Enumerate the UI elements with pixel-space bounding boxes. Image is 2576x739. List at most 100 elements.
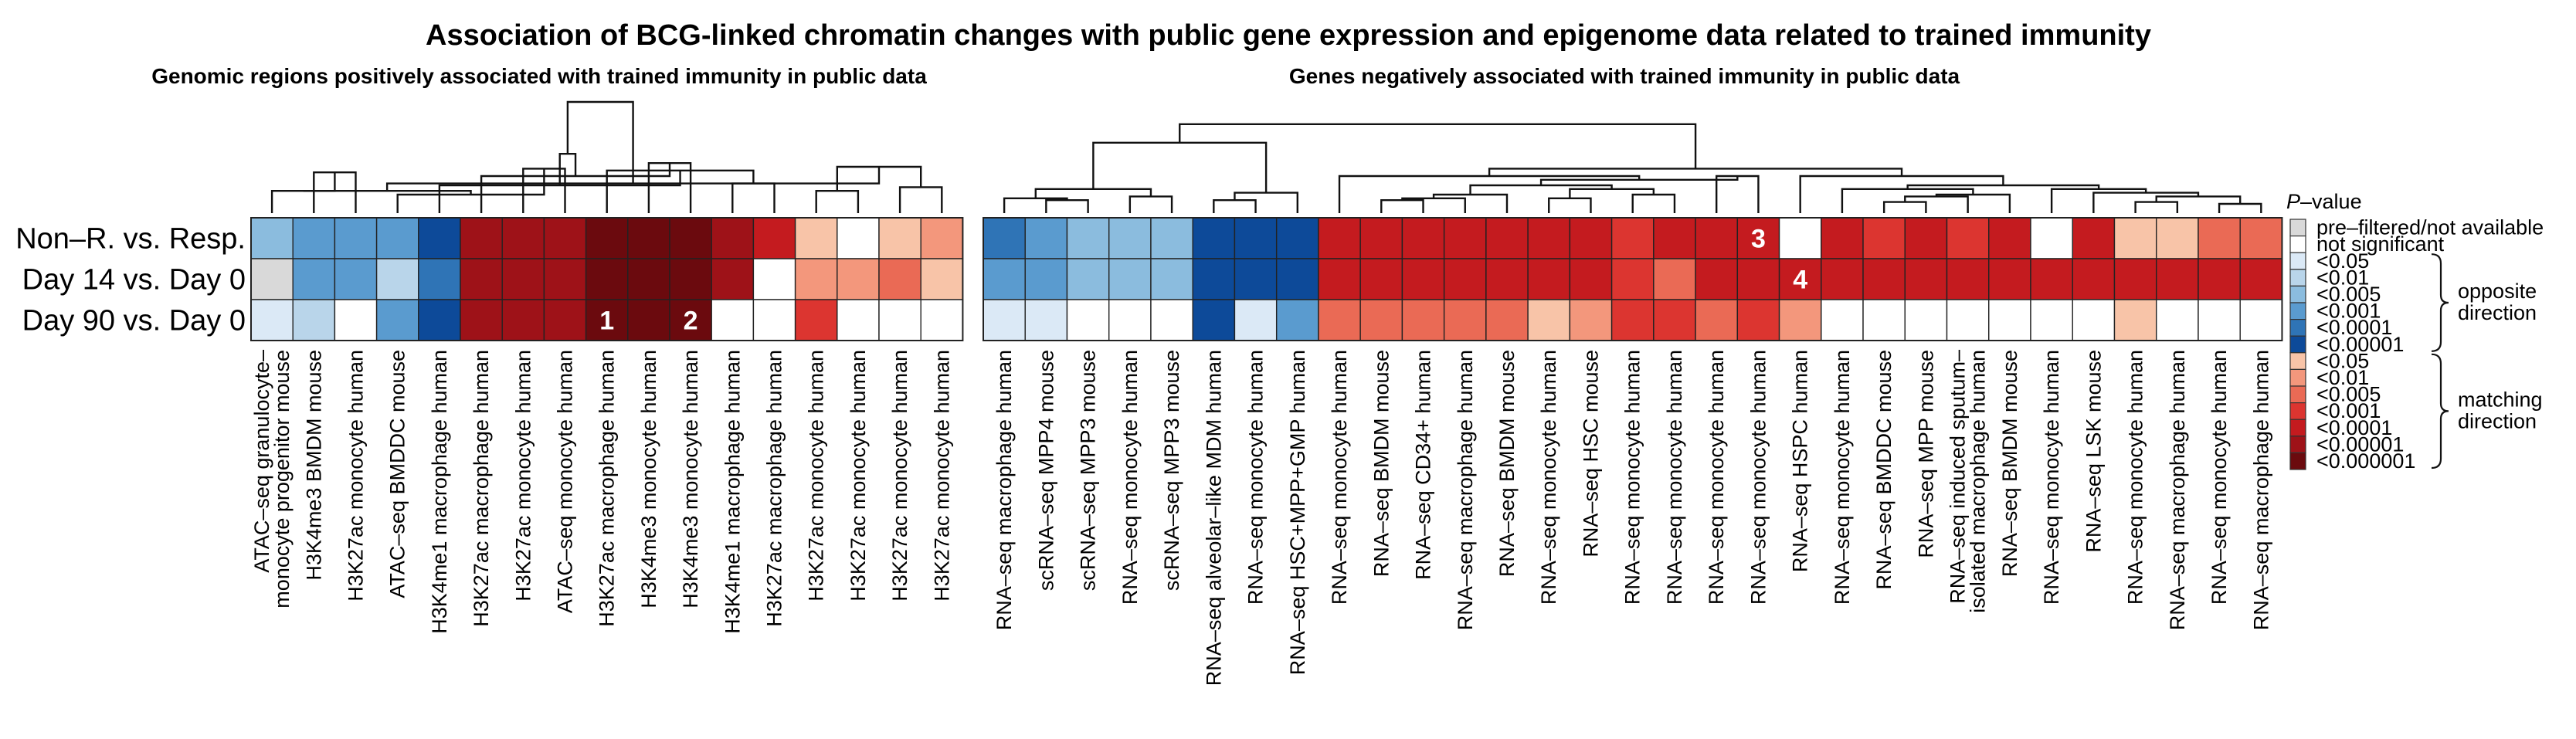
column-label-line: H3K4me3 BMDM mouse xyxy=(302,350,325,581)
heatmap-cell xyxy=(543,258,587,300)
row-label: Non–R. vs. Resp. xyxy=(15,223,246,256)
heatmap-cell xyxy=(501,299,545,341)
dendrogram-branch xyxy=(1234,192,1298,213)
heatmap-cell xyxy=(1695,299,1739,341)
heatmap-cell xyxy=(794,299,838,341)
dendrogram-branch xyxy=(1380,199,1424,213)
column-label-line: RNA–seq HSC mouse xyxy=(1579,350,1602,558)
column-label-line: RNA–seq monocyte human xyxy=(1705,350,1728,605)
column-label-line: RNA–seq macrophage human xyxy=(2249,350,2272,630)
heatmap-panel-1: Genomic regions positively associated wi… xyxy=(151,64,964,634)
legend-swatch xyxy=(2289,402,2306,420)
heatmap-cell xyxy=(1653,299,1696,341)
column-label: scRNA–seq MPP3 mouse xyxy=(1077,350,1100,591)
heatmap-cell xyxy=(1275,258,1319,300)
heatmap-cell xyxy=(1234,299,1278,341)
column-label: RNA–seq BMDM mouse xyxy=(1495,350,1519,577)
legend-swatch xyxy=(2289,419,2306,437)
heatmap-cell xyxy=(2113,258,2157,300)
heatmap-cell xyxy=(460,217,503,259)
heatmap-cell xyxy=(920,299,964,341)
dendrogram-branch xyxy=(815,190,860,213)
column-label-line: H3K27ac monocyte human xyxy=(888,350,911,602)
column-label: RNA–seq MPP mouse xyxy=(1914,350,1937,558)
heatmap-cell xyxy=(1485,217,1529,259)
column-label: RNA–seq induced sputum–isolated macropha… xyxy=(1946,350,1990,613)
dendrogram xyxy=(1003,123,2262,213)
column-label: RNA–seq macrophage human xyxy=(2166,350,2189,630)
column-label: H3K27ac monocyte human xyxy=(344,350,368,602)
column-label: RNA–seq HSC mouse xyxy=(1579,350,1602,558)
column-label: RNA–seq monocyte human xyxy=(1118,350,1142,605)
heatmap-cell xyxy=(794,258,838,300)
heatmap-cell xyxy=(1275,299,1319,341)
heatmap-cell xyxy=(1359,258,1403,300)
heatmap-cell xyxy=(1485,258,1529,300)
column-label-line: H3K4me3 monocyte human xyxy=(637,350,660,608)
heatmap-cell xyxy=(1904,217,1948,259)
column-label-line: RNA–seq alveolar–like MDM human xyxy=(1202,350,1225,686)
heatmap-cell xyxy=(1150,258,1193,300)
column-label: H3K4me1 macrophage human xyxy=(721,350,744,634)
heatmap-cell xyxy=(501,217,545,259)
column-label: H3K27ac monocyte human xyxy=(805,350,828,602)
column-label-line: H3K27ac monocyte human xyxy=(344,350,368,602)
heatmap-cell xyxy=(2030,258,2073,300)
column-label: H3K4me3 BMDM mouse xyxy=(302,350,325,581)
heatmap-cell xyxy=(2239,217,2283,259)
column-label: RNA–seq monocyte human xyxy=(1244,350,1268,605)
column-label: RNA–seq macrophage human xyxy=(1454,350,1477,630)
column-label: RNA–seq monocyte human xyxy=(2208,350,2231,605)
heatmap-cell xyxy=(627,299,670,341)
legend-bracket-label: direction xyxy=(2458,301,2537,324)
heatmap-cell xyxy=(1946,258,1990,300)
column-label: RNA–seq monocyte human xyxy=(1663,350,1686,605)
heatmap-cell xyxy=(2030,217,2073,259)
heatmap-cell xyxy=(2198,217,2241,259)
column-label-line: monocyte progenitor mouse xyxy=(270,350,294,608)
column-label-line: RNA–seq monocyte human xyxy=(1118,350,1142,605)
column-label: RNA–seq monocyte human xyxy=(1831,350,1854,605)
heatmap-cell xyxy=(292,258,336,300)
legend-swatch xyxy=(2289,319,2306,337)
column-label-line: RNA–seq macrophage human xyxy=(993,350,1016,630)
heatmap-cell xyxy=(1108,258,1152,300)
heatmap-cell xyxy=(711,217,755,259)
heatmap-cell xyxy=(1318,217,1361,259)
column-label-line: scRNA–seq MPP3 mouse xyxy=(1160,350,1183,591)
legend-label: <0.000001 xyxy=(2316,449,2415,473)
column-label: H3K4me3 monocyte human xyxy=(637,350,660,608)
column-label-line: H3K27ac monocyte human xyxy=(805,350,828,602)
dendrogram-branch xyxy=(1882,201,1927,213)
heatmap-cell xyxy=(983,217,1026,259)
heatmap-cell xyxy=(1443,217,1487,259)
column-label: RNA–seq monocyte human xyxy=(2040,350,2063,605)
column-label-line: RNA–seq CD34+ human xyxy=(1412,350,1435,580)
heatmap-cell xyxy=(752,299,796,341)
column-label-line: RNA–seq HSPC human xyxy=(1789,350,1812,572)
heatmap-cell xyxy=(2198,299,2241,341)
heatmap-cell xyxy=(1736,299,1780,341)
legend-label: <0.01 xyxy=(2316,266,2369,289)
column-label-line: RNA–seq BMDM mouse xyxy=(1369,350,1393,577)
column-label-line: RNA–seq monocyte human xyxy=(1746,350,1770,605)
heatmap-cell xyxy=(1862,299,1906,341)
heatmap-cell xyxy=(375,217,419,259)
legend-bracket-label: matching xyxy=(2458,388,2543,411)
column-label-line: H3K27ac macrophage human xyxy=(596,350,619,627)
column-label: H3K27ac macrophage human xyxy=(596,350,619,627)
heatmap-cell xyxy=(983,258,1026,300)
column-label-line: H3K4me1 macrophage human xyxy=(721,350,744,634)
legend-title-p: P xyxy=(2286,190,2300,213)
heatmap-cell xyxy=(418,217,461,259)
legend-label: <0.001 xyxy=(2316,399,2381,422)
heatmap-cell xyxy=(1904,299,1948,341)
heatmap-cell xyxy=(794,217,838,259)
legend-label: <0.005 xyxy=(2316,383,2381,406)
heatmap-cell xyxy=(1401,258,1445,300)
heatmap-cell xyxy=(1778,258,1822,300)
column-label: RNA–seq HSC+MPP+GMP human xyxy=(1286,350,1309,675)
heatmap-cell xyxy=(250,299,294,341)
dendrogram-branch xyxy=(1631,193,1676,213)
heatmap-cell xyxy=(1234,217,1278,259)
